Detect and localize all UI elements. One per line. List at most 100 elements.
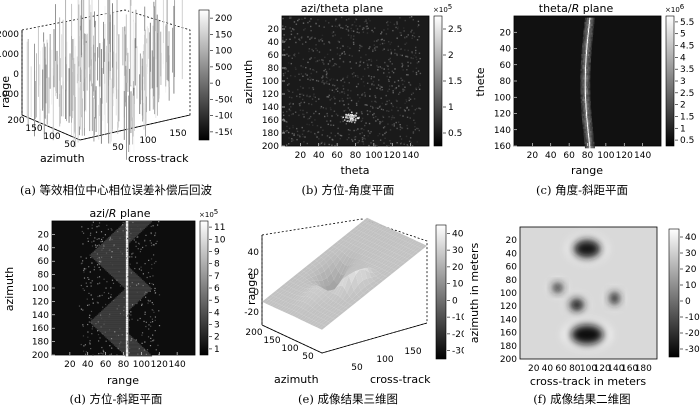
e-surface-cell [308,272,316,278]
d-speckle [124,263,126,266]
c-arc-cell [583,88,585,91]
c-arc-cell [585,88,587,91]
b-noise-dot [290,30,293,32]
b-noise-dot [400,77,402,79]
b-noise-dot [321,34,324,37]
c-arc-cell [589,45,591,48]
e-surface-cell [318,280,326,287]
b-target-dot [351,119,354,122]
d-speckle [87,331,89,333]
c-arc-cell [582,64,585,67]
c-arc-cell [585,86,587,89]
a-ztick-label: 2000 [0,30,19,40]
c-arc-cell [584,68,587,72]
c-arc-cell [588,36,590,40]
b-noise-dot [402,90,404,92]
b-noise-dot [285,144,288,146]
e-surface-cell [377,246,385,252]
d-speckle [148,259,150,261]
e-surface-cell [310,259,317,265]
e-surface-cell [417,243,425,249]
b-noise-dot [377,84,380,86]
c-arc-cell [593,146,595,149]
c-arc-cell [589,34,591,38]
e-surface-cell [328,261,336,274]
c-arc-cell [582,60,584,63]
c-arc-cell [591,126,593,130]
d-speckle [126,346,128,348]
b-noise-dot [407,65,409,67]
e-surface-cell [343,236,351,242]
b-noise-dot [323,142,326,144]
f-ytick-label: 80 [506,276,518,286]
c-arc-cell [591,17,593,20]
d-speckle [118,305,120,307]
b-noise-dot [317,131,319,134]
c-arc-cell [587,98,589,102]
b-noise-dot [391,63,393,65]
d-center-line [125,249,129,251]
c-arc-cell [581,96,583,100]
b-noise-dot [395,99,397,101]
c-arc-cell [587,49,589,53]
c-arc-cell [583,111,585,115]
b-noise-dot [387,20,389,23]
b-noise-dot [408,109,410,111]
e-surface-cell [376,257,384,263]
b-noise-dot [334,102,336,105]
b-noise-dot [282,73,285,75]
b-noise-dot [328,94,330,97]
d-center-line [125,271,129,274]
c-arc-cell [580,68,582,72]
c-arc-cell [584,60,586,63]
b-noise-dot [406,68,408,71]
b-noise-dot [286,77,289,80]
d-speckle [154,287,156,290]
b-noise-dot [369,110,371,113]
d-center-line [125,286,129,289]
b-noise-dot [418,129,421,132]
b-noise-dot [403,142,406,145]
b-noise-dot [384,132,386,135]
b-noise-dot [380,32,382,35]
d-center-line [125,321,129,323]
e-surface-cell [360,222,368,228]
d-wave-band [90,322,129,325]
e-surface-cell [353,241,361,247]
d-speckle [116,354,118,356]
e-surface-cell [358,293,366,299]
c-arc-cell [585,133,587,136]
b-noise-dot [339,92,341,94]
b-noise-dot [312,68,314,71]
e-surface-cell [314,296,322,304]
d-wave-band [100,243,129,246]
e-surface-cell [352,294,359,301]
d-speckle [129,238,131,240]
c-arc-cell [591,146,593,149]
b-xtick-label: 100 [365,151,382,161]
c-arc-cell [585,120,587,123]
e-surface-cell [338,299,346,306]
d-speckle [96,301,98,303]
e-surface-cell [368,248,376,253]
d-ytick-label: 120 [32,297,49,307]
c-arc-cell [588,79,590,82]
caption-d: (d) 方位-斜距平面 [69,392,163,406]
a-zlabel: range [0,76,12,108]
c-arc-cell [584,79,586,82]
d-speckle [82,232,85,234]
b-noise-dot [375,115,377,118]
c-arc-cell [591,122,593,125]
d-speckle [87,276,89,279]
b-noise-dot [353,35,355,37]
e-surface-cell [370,265,377,269]
c-arc-cell [584,101,586,104]
e-surface-cell [320,285,328,291]
d-speckle [110,271,112,273]
d-center-line [125,246,129,248]
e-surface-cell [342,255,350,266]
e-surface-cell [390,230,397,236]
c-arc-cell [585,43,587,46]
c-arc-cell [589,60,591,63]
d-center-line [125,239,129,242]
